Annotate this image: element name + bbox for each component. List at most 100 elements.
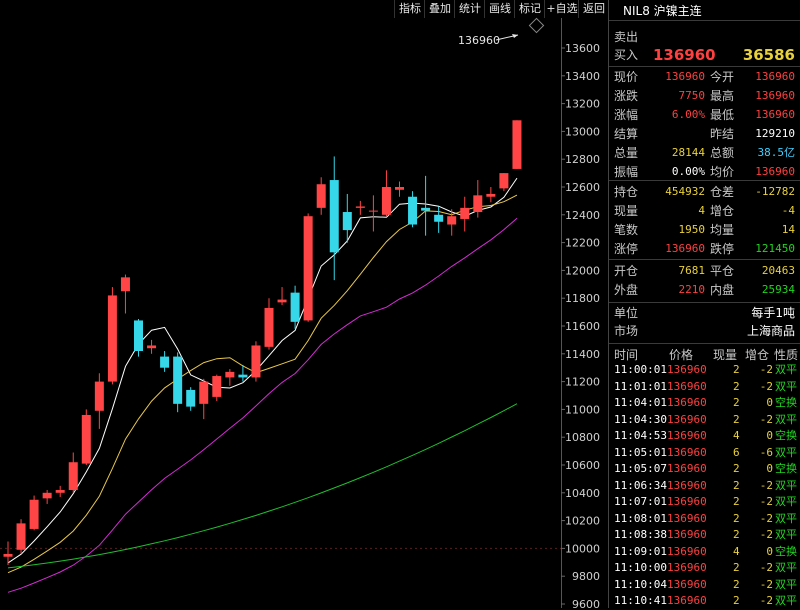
trade-row: 11:07:01 136960 2 -2 双平 bbox=[609, 494, 800, 511]
indicator-button[interactable]: 指标 bbox=[394, 0, 425, 18]
candle-body[interactable] bbox=[16, 523, 26, 550]
trade-price: 136960 bbox=[667, 429, 707, 442]
trade-volume: 2 bbox=[733, 594, 740, 607]
trade-nature: 双平 bbox=[775, 412, 797, 426]
candle-body[interactable] bbox=[421, 207, 431, 211]
field-value: 136960 bbox=[755, 70, 795, 83]
candle-body[interactable] bbox=[55, 490, 65, 493]
candle-body[interactable] bbox=[447, 216, 457, 225]
candle-body[interactable] bbox=[381, 187, 391, 215]
candle-body[interactable] bbox=[316, 184, 326, 208]
candle-body[interactable] bbox=[486, 193, 496, 197]
chart-toolbar: 指标 叠加 统计 画线 标记 +自选 返回 bbox=[0, 0, 609, 34]
statistics-button[interactable]: 统计 bbox=[454, 0, 485, 18]
candle-body[interactable] bbox=[355, 206, 365, 208]
field-value: 0.00% bbox=[671, 165, 705, 178]
candle-body[interactable] bbox=[160, 356, 170, 368]
candle-body[interactable] bbox=[473, 195, 483, 213]
candle-body[interactable] bbox=[368, 210, 378, 212]
ma5-line bbox=[7, 177, 518, 564]
market-value: 上海商品 bbox=[746, 324, 795, 338]
trade-header-volume: 现量 bbox=[713, 348, 738, 362]
candle-body[interactable] bbox=[434, 214, 444, 222]
overlay-button[interactable]: 叠加 bbox=[424, 0, 455, 18]
field-label: 外盘 bbox=[614, 283, 639, 297]
candle-body[interactable] bbox=[29, 499, 39, 529]
candle-body[interactable] bbox=[277, 299, 287, 303]
field-label: 结算 bbox=[614, 127, 639, 141]
candle-body[interactable] bbox=[81, 414, 91, 464]
candle-body[interactable] bbox=[186, 389, 196, 407]
candle-body[interactable] bbox=[225, 371, 235, 378]
axis-tick-label: 12600 bbox=[565, 181, 600, 194]
buy-label: 买入 bbox=[614, 48, 639, 62]
candle-body[interactable] bbox=[238, 374, 248, 378]
field-label: 持仓 bbox=[614, 185, 639, 199]
trade-oi-change: -2 bbox=[759, 594, 773, 607]
candle-body[interactable] bbox=[290, 292, 300, 322]
candle-body[interactable] bbox=[395, 187, 404, 190]
trade-volume: 2 bbox=[733, 363, 740, 376]
trade-header-nature: 性质 bbox=[774, 348, 799, 362]
candle-body[interactable] bbox=[329, 180, 339, 253]
candle-body[interactable] bbox=[303, 216, 313, 321]
quote-panel: NIL8 沪镍主连 卖出 买入 136960 36586 现价 136960 今开 1… bbox=[608, 0, 800, 608]
field-label: 总额 bbox=[710, 146, 735, 160]
trade-nature: 空换 bbox=[775, 396, 797, 409]
unit-label: 单位 bbox=[614, 306, 639, 320]
trade-time: 11:01:01 bbox=[614, 379, 667, 393]
trade-price: 136960 bbox=[667, 495, 707, 508]
trade-row: 11:08:01 136960 2 -2 双平 bbox=[609, 511, 800, 528]
candle-body[interactable] bbox=[251, 345, 261, 378]
trade-price: 136960 bbox=[667, 478, 707, 492]
candle-body[interactable] bbox=[264, 307, 274, 347]
back-button[interactable]: 返回 bbox=[578, 0, 609, 18]
trade-volume: 4 bbox=[733, 544, 740, 558]
candle-body[interactable] bbox=[134, 320, 143, 352]
candle-body[interactable] bbox=[94, 381, 104, 411]
add-favorite-button[interactable]: +自选 bbox=[544, 0, 579, 18]
candle-body[interactable] bbox=[460, 207, 470, 219]
field-value: 136960 bbox=[755, 165, 795, 178]
field-label: 振幅 bbox=[614, 165, 639, 179]
trade-row: 11:08:38 136960 2 -2 双平 bbox=[609, 527, 800, 544]
candle-body[interactable] bbox=[147, 345, 157, 349]
trade-price: 136960 bbox=[667, 462, 707, 475]
trade-row: 11:09:01 136960 4 0 空换 bbox=[609, 544, 800, 561]
trade-row: 11:00:01 136960 2 -2 双平 bbox=[609, 362, 800, 379]
trade-time: 11:09:01 bbox=[614, 544, 667, 558]
trade-nature: 双平 bbox=[775, 528, 797, 541]
candle-body[interactable] bbox=[408, 196, 418, 225]
candle-body[interactable] bbox=[107, 295, 117, 382]
draw-line-button[interactable]: 画线 bbox=[484, 0, 515, 18]
trade-row: 11:04:01 136960 2 0 空换 bbox=[609, 395, 800, 412]
latest-price-marker: 136960 bbox=[458, 34, 519, 47]
candle-body[interactable] bbox=[120, 277, 130, 292]
trade-oi-change: -2 bbox=[759, 478, 773, 492]
field-label: 涨停 bbox=[614, 242, 639, 256]
field-label: 均价 bbox=[710, 165, 735, 179]
candle-body[interactable] bbox=[173, 356, 183, 404]
candle-body[interactable] bbox=[199, 381, 209, 404]
trade-oi-change: 0 bbox=[766, 544, 773, 558]
trade-price: 136960 bbox=[667, 363, 707, 376]
candle-body[interactable] bbox=[499, 173, 509, 189]
field-label: 现量 bbox=[614, 204, 639, 218]
field-value: 14 bbox=[781, 223, 795, 236]
field-value: 1950 bbox=[678, 223, 706, 236]
field-value bbox=[649, 125, 705, 143]
trade-volume: 2 bbox=[733, 396, 740, 409]
kline-chart[interactable]: 13600 13400 13200 13000 12800 12600 12400 12200… bbox=[0, 0, 608, 608]
field-label: 涨幅 bbox=[614, 108, 639, 122]
field-value: 4 bbox=[698, 204, 705, 217]
axis-tick-label: 13600 bbox=[565, 42, 600, 55]
candle-body[interactable] bbox=[342, 212, 352, 231]
candle-body[interactable] bbox=[512, 120, 522, 169]
mark-button[interactable]: 标记 bbox=[514, 0, 545, 18]
candle-body[interactable] bbox=[212, 376, 222, 397]
candle-body[interactable] bbox=[3, 553, 13, 557]
unit-value: 每手1吨 bbox=[751, 306, 795, 320]
candle-body[interactable] bbox=[68, 462, 78, 491]
trade-oi-change: 0 bbox=[766, 396, 773, 409]
candle-body[interactable] bbox=[42, 492, 52, 499]
